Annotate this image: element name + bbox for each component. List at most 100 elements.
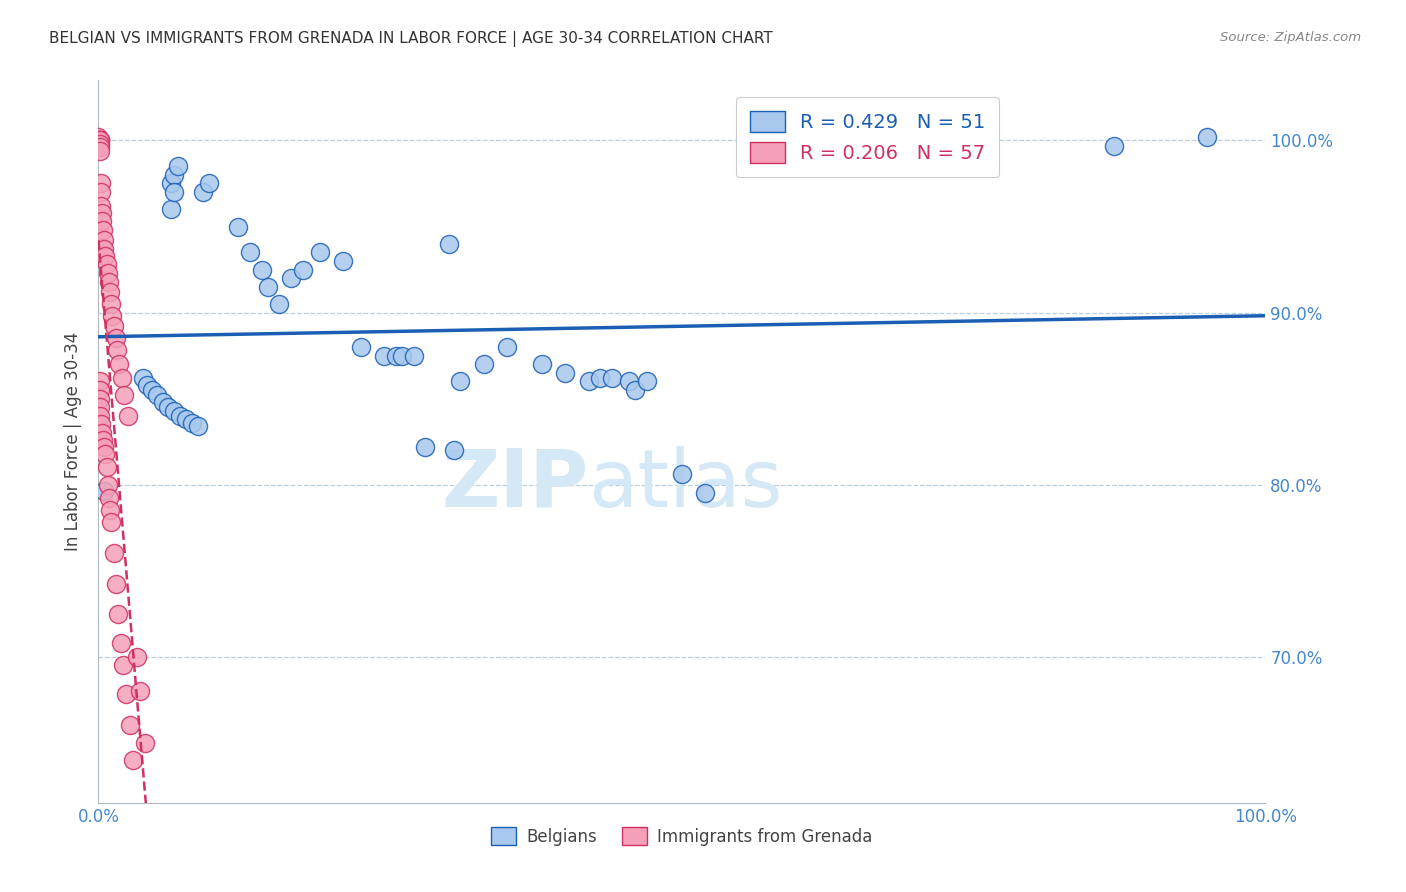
Point [98,503,121,517]
Point [89,400,111,414]
Point [280,271,302,285]
Text: Source: ZipAtlas.com: Source: ZipAtlas.com [1220,31,1361,45]
Point [437,236,460,251]
Point [93,233,115,247]
Point [391,349,413,363]
Point [90,206,112,220]
Point [136,377,159,392]
Point [87,133,110,147]
Point [118,718,141,732]
Point [269,297,291,311]
Point [695,486,717,500]
Point [291,262,314,277]
Point [105,343,128,358]
Point [163,185,186,199]
Point [97,275,120,289]
Point [332,253,354,268]
Legend: R = 0.429   N = 51, R = 0.206   N = 57: R = 0.429 N = 51, R = 0.206 N = 57 [735,97,998,177]
Point [309,245,332,260]
Point [239,245,262,260]
Point [157,400,180,414]
Point [373,349,395,363]
Point [122,753,145,767]
Point [554,366,576,380]
Point [112,388,135,402]
Point [103,319,125,334]
Point [94,446,117,460]
Point [250,262,273,277]
Point [169,409,191,423]
Point [89,144,111,158]
Point [93,484,115,499]
Point [98,285,121,299]
Point [89,409,111,423]
Point [671,467,693,482]
Point [624,383,647,397]
Point [159,202,181,217]
Text: ZIP: ZIP [441,446,589,524]
Point [193,185,215,199]
Point [90,425,112,440]
Point [350,340,373,354]
Point [89,133,111,147]
Point [100,516,122,530]
Point [1102,138,1125,153]
Point [117,409,139,423]
Point [89,140,111,154]
Point [443,443,465,458]
Point [97,477,120,491]
Point [163,403,186,417]
Text: atlas: atlas [589,446,783,524]
Point [101,309,124,323]
Point [91,433,114,447]
Point [93,440,115,454]
Point [589,371,612,385]
Point [89,133,111,147]
Point [256,279,278,293]
Point [96,257,118,271]
Point [87,136,110,151]
Point [187,419,209,434]
Point [100,297,122,311]
Point [87,130,110,145]
Point [90,199,112,213]
Point [402,349,425,363]
Point [89,133,111,147]
Point [104,577,127,591]
Y-axis label: In Labor Force | Age 30-34: In Labor Force | Age 30-34 [65,332,83,551]
Point [89,375,111,389]
Point [90,417,112,432]
Point [125,649,148,664]
Point [413,440,436,454]
Point [166,159,188,173]
Point [134,735,156,749]
Point [198,177,221,191]
Point [90,214,112,228]
Point [97,491,120,506]
Point [96,460,118,475]
Point [163,168,186,182]
Text: BELGIAN VS IMMIGRANTS FROM GRENADA IN LABOR FORCE | AGE 30-34 CORRELATION CHART: BELGIAN VS IMMIGRANTS FROM GRENADA IN LA… [49,31,773,47]
Point [141,383,163,397]
Point [619,375,641,389]
Point [600,371,623,385]
Point [91,223,114,237]
Point [89,392,111,406]
Point [89,136,111,151]
Point [132,371,155,385]
Point [385,349,408,363]
Point [636,375,658,389]
Point [496,340,519,354]
Point [1195,130,1218,145]
Point [94,249,117,263]
Point [174,412,197,426]
Point [449,375,471,389]
Point [129,684,152,698]
Point [97,266,120,280]
Point [530,357,553,371]
Point [578,375,600,389]
Point [93,242,115,256]
Point [107,607,129,621]
Point [228,219,250,234]
Point [104,331,127,345]
